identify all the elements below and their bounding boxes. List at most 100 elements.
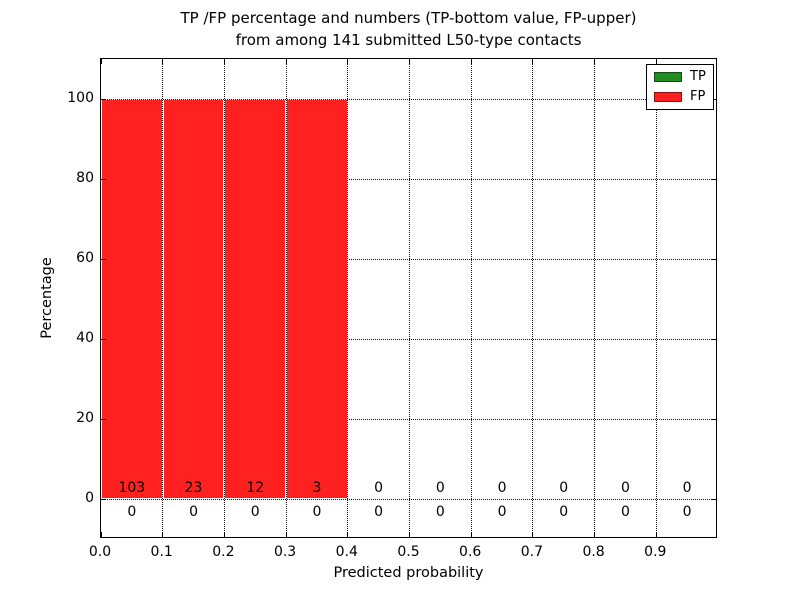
tick-mark-top — [347, 59, 349, 64]
y-tick-label: 0 — [85, 490, 94, 506]
x-axis-label: Predicted probability — [333, 565, 484, 581]
v-gridline — [594, 59, 596, 537]
h-gridline — [101, 338, 716, 340]
h-gridline — [101, 178, 716, 180]
x-tick-label: 0.9 — [644, 544, 667, 560]
chart-title-line2: from among 141 submitted L50-type contac… — [235, 31, 582, 49]
tick-mark-top — [655, 59, 657, 64]
tp-count-label: 0 — [435, 504, 445, 520]
bar-segment-fp — [101, 100, 163, 498]
fp-count-label: 23 — [184, 480, 203, 496]
y-tick-label: 60 — [76, 250, 94, 266]
tick-mark-top — [162, 59, 164, 64]
tp-count-label: 0 — [497, 504, 507, 520]
fp-count-label: 103 — [118, 480, 146, 496]
x-tick-label: 0.6 — [459, 544, 482, 560]
fp-count-label: 3 — [312, 480, 322, 496]
tick-mark-right — [711, 418, 716, 420]
tick-mark-bottom — [162, 532, 164, 537]
v-gridline — [223, 59, 225, 537]
legend-label-fp: FP — [690, 89, 706, 104]
v-gridline — [285, 59, 287, 537]
tick-mark-right — [711, 498, 716, 500]
x-tick-label: 0.3 — [273, 544, 297, 560]
tick-mark-top — [409, 59, 410, 64]
tick-mark-bottom — [532, 532, 534, 537]
chart-title-line1: TP /FP percentage and numbers (TP-bottom… — [180, 9, 637, 27]
tp-count-label: 0 — [620, 504, 630, 520]
fp-count-label: 12 — [246, 480, 265, 496]
tick-mark-right — [711, 178, 716, 180]
tick-mark-right — [711, 258, 716, 260]
v-gridline — [347, 59, 349, 537]
v-gridline — [655, 59, 657, 537]
tick-mark-top — [532, 59, 534, 64]
tick-mark-bottom — [409, 532, 410, 537]
y-tick-label: 20 — [76, 410, 94, 426]
tick-mark-top — [285, 59, 287, 64]
tp-count-label: 0 — [559, 504, 569, 520]
legend: TP FP — [646, 64, 714, 110]
tp-color-swatch — [654, 71, 682, 82]
tp-count-label: 0 — [189, 504, 199, 520]
tp-count-label: 0 — [250, 504, 260, 520]
tick-mark-left — [101, 258, 106, 260]
tick-mark-right — [711, 338, 716, 340]
x-tick-label: 0.8 — [582, 544, 605, 560]
tp-count-label: 0 — [374, 504, 384, 520]
legend-label-tp: TP — [690, 69, 706, 84]
x-tick-label: 0.0 — [88, 544, 112, 560]
tick-mark-left — [101, 418, 106, 420]
tick-mark-bottom — [470, 532, 472, 537]
tick-mark-left — [101, 98, 106, 100]
fp-count-label: 0 — [497, 480, 507, 496]
x-tick-label: 0.2 — [212, 544, 235, 560]
tp-count-label: 0 — [682, 504, 692, 520]
v-gridline — [162, 59, 164, 537]
fp-color-swatch — [654, 91, 682, 102]
bar-segment-fp — [286, 100, 348, 498]
tick-mark-top — [223, 59, 225, 64]
h-gridline — [101, 258, 716, 260]
tick-mark-bottom — [655, 532, 657, 537]
chart-title: TP /FP percentage and numbers (TP-bottom… — [100, 7, 717, 51]
bar-segment-fp — [224, 100, 287, 498]
tick-mark-bottom — [223, 532, 225, 537]
tick-mark-bottom — [285, 532, 287, 537]
tick-mark-bottom — [594, 532, 596, 537]
tick-mark-bottom — [100, 532, 102, 537]
h-gridline — [101, 418, 716, 420]
legend-item-tp: TP — [654, 70, 706, 83]
v-gridline — [409, 59, 410, 537]
h-gridline — [101, 498, 716, 500]
v-gridline — [470, 59, 472, 537]
tick-mark-bottom — [347, 532, 349, 537]
y-tick-label: 80 — [76, 170, 94, 186]
x-tick-label: 0.5 — [397, 544, 420, 560]
v-gridline — [532, 59, 534, 537]
fp-count-label: 0 — [682, 480, 692, 496]
tick-mark-top — [470, 59, 472, 64]
legend-item-fp: FP — [654, 90, 706, 103]
tp-count-label: 0 — [127, 504, 137, 520]
tick-mark-left — [101, 178, 106, 180]
x-tick-label: 0.1 — [150, 544, 173, 560]
y-tick-label: 40 — [76, 330, 94, 346]
plot-area: 103 0 23 0 12 0 3 0 0 0 0 0 0 0 0 0 0 0 0 0 — [100, 58, 717, 538]
tick-mark-left — [101, 338, 106, 340]
fp-count-label: 0 — [620, 480, 630, 496]
y-axis-label: Percentage — [39, 257, 55, 339]
fp-count-label: 0 — [374, 480, 384, 496]
tp-count-label: 0 — [312, 504, 322, 520]
y-tick-label: 100 — [67, 90, 94, 106]
fp-count-label: 0 — [559, 480, 569, 496]
x-tick-label: 0.7 — [520, 544, 544, 560]
h-gridline — [101, 98, 716, 100]
tick-mark-left — [101, 498, 106, 500]
x-tick-label: 0.4 — [335, 544, 358, 560]
fp-count-label: 0 — [435, 480, 445, 496]
tick-mark-top — [100, 59, 102, 64]
bar-segment-fp — [162, 100, 225, 498]
tick-mark-top — [594, 59, 596, 64]
